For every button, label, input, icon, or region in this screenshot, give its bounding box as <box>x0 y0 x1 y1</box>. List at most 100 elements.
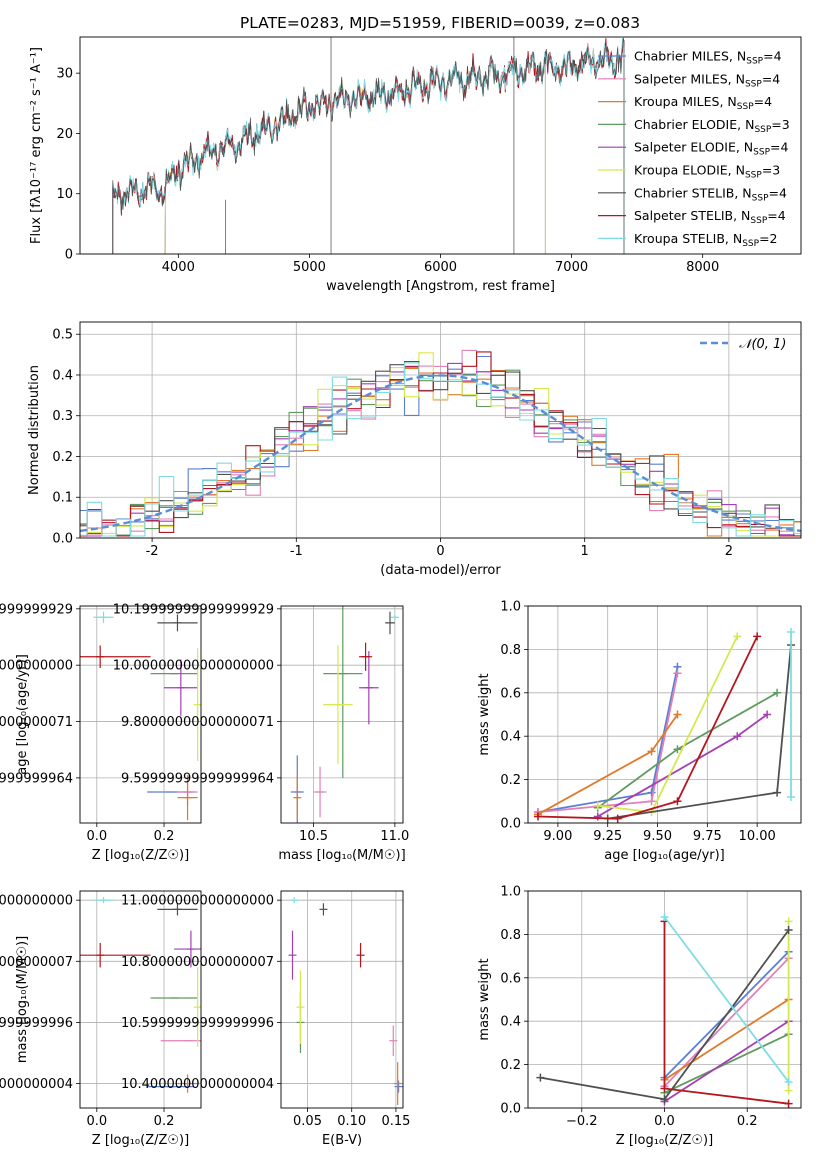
weight-series-kroupa-stelib <box>660 913 793 1086</box>
x-axis-label: age [log₁₀(age/yr)] <box>604 848 725 863</box>
chart-title: PLATE=0283, MJD=51959, FIBERID=0039, z=0… <box>240 14 640 32</box>
x-tick-label: 8000 <box>686 260 719 275</box>
plot-area-age_vs_Z <box>80 611 201 821</box>
x-tick-label: 0 <box>436 544 444 559</box>
weight-marker <box>784 926 793 935</box>
x-tick-label: 10.5 <box>299 829 328 844</box>
y-tick-label: 0.8 <box>500 928 521 943</box>
plot-area-weight_vs_age <box>533 628 796 823</box>
axes-residuals: -2 -1 0 1 2 0.0 0.1 0.2 0.3 0.4 0.5 (data-model)/er… <box>27 321 802 578</box>
errorbar-kroupa-elodie <box>193 648 201 761</box>
y-tick-label: 0.2 <box>52 450 73 465</box>
y-axis-label: mass [log₁₀(M/M☉)] <box>15 936 30 1063</box>
axes-frame <box>280 605 404 824</box>
legend-entry: Salpeter ELODIE, NSSP=4 <box>634 140 789 158</box>
x-tick-label: 0.10 <box>337 1114 366 1129</box>
y-tick-label: 11.0000000000000000 <box>0 894 73 909</box>
legend-residuals: 𝒩(0, 1) <box>700 337 786 352</box>
x-tick-label: 1 <box>581 544 589 559</box>
grid-age_vs_mass <box>281 606 403 823</box>
weight-marker <box>733 632 742 641</box>
y-axis-label: Normed distribution <box>27 365 42 495</box>
weight-marker <box>784 1086 793 1095</box>
y-tick-label: 10.8000000000000007 <box>121 955 274 970</box>
weight-line <box>537 636 759 820</box>
y-tick-label: 10.19999999999999929 <box>113 602 274 617</box>
normal-curve <box>80 374 801 533</box>
errorbar-salpeter-miles <box>313 766 327 818</box>
weight-marker <box>673 797 682 806</box>
weight-series-salpeter-elodie <box>593 710 772 821</box>
weight-marker <box>673 669 682 678</box>
weight-marker <box>660 1084 669 1093</box>
plot-area-mass_vs_ebv <box>288 897 403 1105</box>
y-tick-label: 9.80000000000000071 <box>0 715 73 730</box>
weight-marker <box>647 788 656 797</box>
errorbar-chabrier-elodie <box>323 606 363 778</box>
axes-mass_vs_Z: 0.0 0.2 10.4000000000000004 10.599999999999… <box>0 890 202 1148</box>
x-tick-label: 9.25 <box>593 829 622 844</box>
x-tick-label: −0.2 <box>566 1114 598 1129</box>
y-axis-label: mass weight <box>477 958 492 1040</box>
errorbar-salpeter-miles <box>389 1025 398 1057</box>
weight-marker <box>593 801 602 810</box>
errorbar-kroupa-miles <box>177 1074 198 1093</box>
weight-series-kroupa-elodie <box>784 917 793 1095</box>
y-tick-label: 0.6 <box>500 971 521 986</box>
y-tick-label: 9.59999999999999964 <box>121 771 274 786</box>
axes-frame <box>527 890 802 1109</box>
grid-mass_vs_ebv <box>281 891 403 1108</box>
x-tick-label: 4000 <box>162 260 195 275</box>
weight-marker <box>787 792 796 801</box>
weight-line <box>663 957 790 1087</box>
axes-frame <box>280 890 404 1109</box>
weight-series-salpeter-stelib <box>533 632 762 823</box>
x-tick-label: 0.15 <box>381 1114 410 1129</box>
plot-area-spectrum <box>112 37 625 254</box>
x-tick-label: 11.0 <box>380 829 409 844</box>
axes-frame <box>527 605 802 824</box>
x-tick-label: 0.2 <box>154 1114 175 1129</box>
y-tick-label: 10 <box>56 187 73 202</box>
errorbar-kroupa-elodie <box>323 645 353 764</box>
axes-weight_vs_age: 9.00 9.25 9.50 9.75 10.00 0.0 0.2 0.4 0.6 0.8 1.0 a… <box>477 600 802 863</box>
errorbar-kroupa-stelib <box>290 897 299 904</box>
errorbar-chabrier-miles <box>394 1080 403 1093</box>
weight-series-kroupa-miles <box>660 995 793 1084</box>
weight-series-salpeter-stelib <box>660 917 793 1108</box>
weight-line <box>664 998 790 1081</box>
weight-marker <box>536 1073 545 1082</box>
weight-marker <box>533 812 542 821</box>
y-axis-label: Flux [fλ10⁻¹⁷ erg cm⁻² s⁻¹ A⁻¹] <box>29 47 44 244</box>
weight-line <box>597 713 768 818</box>
y-tick-label: 0 <box>65 248 73 263</box>
legend-entry: Kroupa MILES, NSSP=4 <box>634 94 772 112</box>
weight-marker <box>660 913 669 922</box>
y-tick-label: 9.59999999999999964 <box>0 771 73 786</box>
x-axis-label: Z [log₁₀(Z/Z☉)] <box>92 848 189 863</box>
y-tick-label: 9.80000000000000071 <box>121 715 274 730</box>
y-tick-label: 0.6 <box>500 686 521 701</box>
weight-line <box>663 916 790 1083</box>
weight-line <box>597 692 778 809</box>
x-tick-label: 0.0 <box>86 1114 107 1129</box>
weight-marker <box>733 732 742 741</box>
legend-entry: 𝒩(0, 1) <box>739 337 786 352</box>
errorbar-salpeter-elodie <box>359 651 379 725</box>
weight-marker <box>784 1077 793 1086</box>
axes-age_vs_Z: 0.0 0.2 9.59999999999999964 9.8000000000000… <box>0 602 202 863</box>
legend-entry: Kroupa ELODIE, NSSP=3 <box>634 163 780 181</box>
weight-series-kroupa-stelib <box>787 628 796 801</box>
y-tick-label: 1.0 <box>500 600 521 615</box>
plot-area-mass_vs_Z <box>80 897 201 1093</box>
weight-marker <box>673 710 682 719</box>
axes-frame <box>79 321 802 539</box>
histogram-kroupa-stelib <box>80 362 801 537</box>
weight-marker <box>593 812 602 821</box>
y-tick-label: 1.0 <box>500 885 521 900</box>
weight-marker <box>787 628 796 637</box>
legend-entry: Chabrier MILES, NSSP=4 <box>634 49 782 67</box>
x-tick-label: 9.00 <box>543 829 572 844</box>
axes-age_vs_mass: 10.5 11.0 9.59999999999999964 9.80000000000… <box>113 602 410 863</box>
